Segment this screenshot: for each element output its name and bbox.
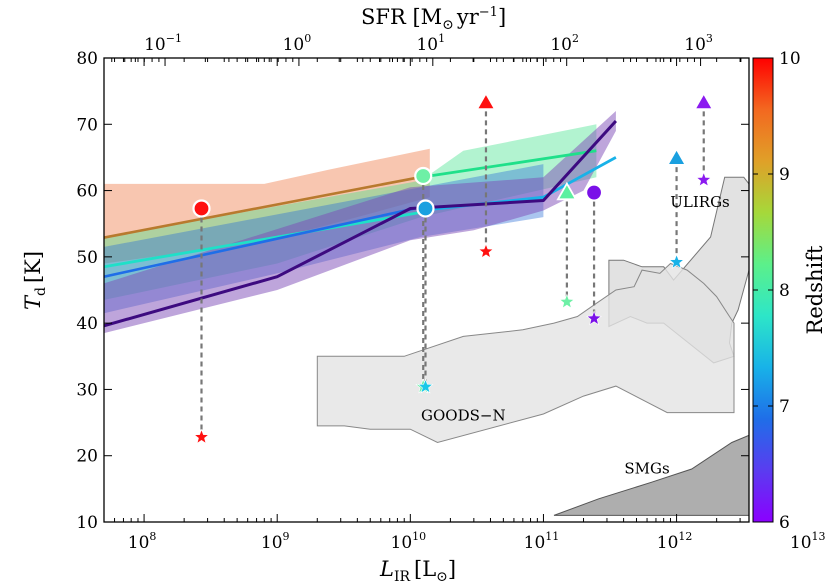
x-tick-label: 1011: [524, 530, 560, 553]
y-tick-label: 80: [76, 49, 98, 69]
circle-marker: [416, 199, 435, 218]
x-axis-label: LIR [L⊙]: [379, 557, 456, 581]
y-axis-label: Td[K]: [21, 251, 49, 310]
y-tick-label: 50: [76, 248, 98, 268]
triangle-marker: [693, 91, 715, 111]
data-markers: [192, 91, 715, 444]
model-lines: [104, 119, 618, 328]
colorbar-tick-label: 8: [779, 281, 790, 301]
y-tick-label: 60: [76, 182, 98, 202]
star-marker: [695, 171, 712, 187]
x-tick-label: 1012: [657, 530, 693, 553]
top-x-tick-label: 101: [416, 32, 445, 55]
region-goodsn: [316, 262, 735, 444]
colorbar-label: Redshift: [803, 245, 827, 334]
region-labels: ULIRGs GOODS−N SMGs: [421, 193, 730, 477]
y-tick-label: 70: [76, 115, 98, 135]
region-label: SMGs: [624, 460, 669, 478]
triangle-marker: [475, 91, 497, 111]
top-x-tick-label: 103: [684, 32, 713, 55]
comparison-regions: [316, 176, 749, 516]
top-x-tick-label: 10−1: [144, 32, 182, 55]
top-x-tick-label: 102: [550, 32, 579, 55]
triangle-marker: [556, 181, 578, 201]
star-marker: [668, 253, 685, 269]
colorbar-ticks: 6 7 8 9 10: [753, 49, 801, 533]
star-marker: [417, 378, 434, 394]
model-line-5: [104, 119, 618, 328]
connector-lines: [200, 102, 705, 438]
y-tick-label: 20: [76, 447, 98, 467]
circle-marker: [192, 199, 211, 218]
top-x-axis-label: SFR [M⊙ yr−1]: [361, 5, 506, 33]
star-marker: [193, 428, 210, 444]
region-smgs: [553, 434, 749, 516]
triangle-marker: [666, 147, 688, 166]
y-tick-label: 10: [76, 513, 98, 533]
y-tick-label: 40: [76, 314, 98, 334]
colorbar-tick-label: 7: [779, 397, 790, 417]
colorbar-tick-label: 9: [779, 165, 790, 185]
colorbar-tick-label: 6: [779, 513, 790, 533]
colorbar-tick-label: 10: [779, 49, 801, 69]
model-line-1: [420, 149, 597, 179]
star-marker: [586, 310, 602, 326]
model-line-0: [104, 174, 431, 239]
top-x-tick-label: 100: [283, 32, 312, 55]
x-tick-label: 1010: [391, 530, 427, 553]
y-tick-label: 30: [76, 380, 98, 400]
circle-marker: [584, 183, 604, 202]
region-label: GOODS−N: [421, 407, 506, 425]
star-marker: [477, 243, 494, 259]
circle-marker: [414, 166, 433, 186]
star-marker: [559, 293, 575, 309]
model-line-4: [104, 205, 422, 278]
model-line-2: [104, 211, 422, 269]
region-label: ULIRGs: [670, 193, 730, 211]
x-tick-label: 108: [128, 530, 157, 553]
top-x-axis-ticks: 10−1 100 101 102 103: [111, 32, 742, 66]
y-axis-ticks: 10 20 30 40 50 60 70 80: [76, 49, 749, 533]
x-tick-label: 109: [261, 530, 290, 553]
x-tick-label: 1013: [790, 530, 826, 553]
